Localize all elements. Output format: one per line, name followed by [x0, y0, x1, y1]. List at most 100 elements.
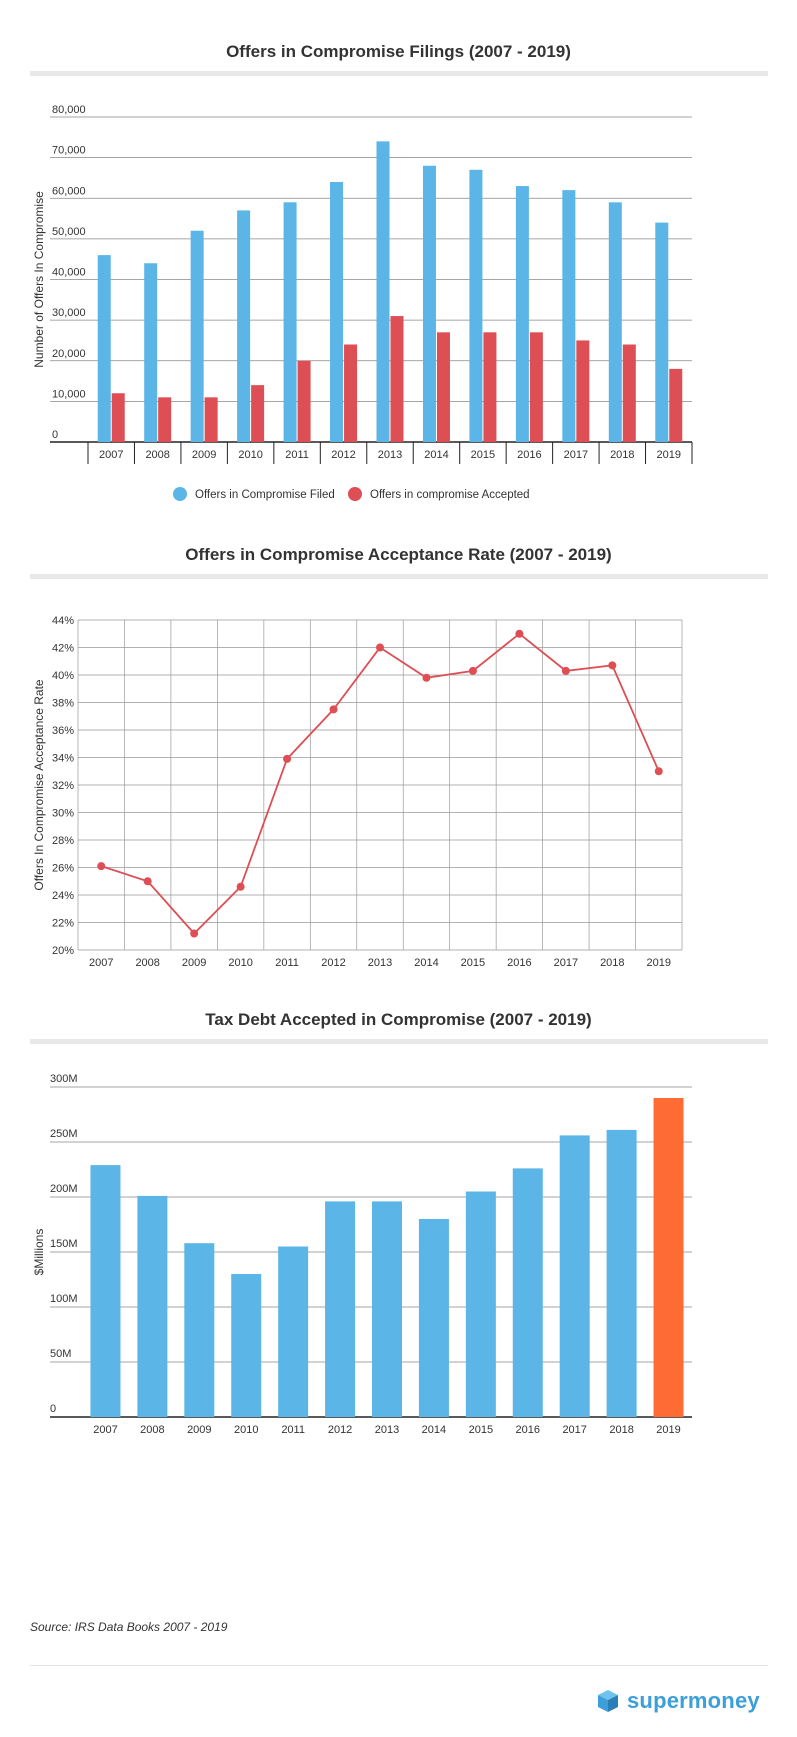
- chart2-data-point: [283, 754, 292, 763]
- chart3-bar: [278, 1246, 309, 1417]
- chart1-ytick-label: 0: [52, 429, 58, 441]
- chart1-legend-marker: [173, 487, 187, 501]
- chart3-xtick-label: 2012: [328, 1424, 352, 1436]
- chart2-ytick-label: 44%: [52, 615, 74, 627]
- chart3-title-rule: [30, 1039, 768, 1044]
- chart2-data-point: [329, 705, 338, 714]
- chart1-bar-filed: [608, 202, 622, 442]
- chart2-y-axis-label: Offers In Compromise Acceptance Rate: [32, 679, 46, 891]
- chart1-xtick-label: 2018: [610, 449, 634, 461]
- chart1-ytick-label: 30,000: [52, 307, 86, 319]
- chart2-ytick-label: 38%: [52, 698, 74, 710]
- chart3-ytick-label: 100M: [50, 1293, 78, 1305]
- chart1-xtick-label: 2009: [192, 449, 216, 461]
- chart2-data-point: [236, 882, 245, 891]
- chart1-bar-filed: [190, 230, 204, 442]
- chart2-ytick-label: 26%: [52, 863, 74, 875]
- acceptance-rate-line-chart: 20% 22% 24% 26% 28% 30% 32% 34% 36% 38% 40% 42% 44% O…: [32, 615, 683, 969]
- chart1-bar-filed: [562, 190, 576, 442]
- footer-divider: [30, 1665, 768, 1666]
- chart2-ytick-label: 34%: [52, 753, 74, 765]
- chart2-data-point: [561, 666, 570, 675]
- chart2-xtick-label: 2016: [507, 957, 531, 969]
- brand-name: supermoney: [627, 1688, 760, 1713]
- chart2-xtick-label: 2019: [647, 957, 671, 969]
- chart3-xtick-label: 2014: [422, 1424, 446, 1436]
- chart3-bar: [325, 1201, 356, 1417]
- chart3-xtick-label: 2011: [281, 1424, 305, 1436]
- chart1-ytick-label: 40,000: [52, 267, 86, 279]
- chart1-xtick-label: 2014: [424, 449, 448, 461]
- chart1-bar-filed: [97, 255, 111, 442]
- chart2-data-point: [468, 666, 477, 675]
- chart3-bar: [418, 1219, 449, 1417]
- filings-bar-chart: 0 10,000 20,000 30,000 40,000 50,000 60,000 70,…: [32, 104, 693, 501]
- chart3-xtick-label: 2018: [609, 1424, 633, 1436]
- chart3-title: Tax Debt Accepted in Compromise (2007 - …: [205, 1010, 592, 1029]
- chart1-bar-filed: [330, 182, 344, 442]
- chart1-bar-accepted: [204, 397, 218, 442]
- chart2-ytick-label: 30%: [52, 808, 74, 820]
- chart1-bar-accepted: [158, 397, 172, 442]
- chart1-title: Offers in Compromise Filings (2007 - 201…: [226, 42, 571, 61]
- chart3-bar-highlighted: [653, 1098, 684, 1417]
- chart1-ytick-label: 60,000: [52, 185, 86, 197]
- chart3-xtick-label: 2015: [469, 1424, 493, 1436]
- chart1-legend-label: Offers in Compromise Filed: [195, 489, 335, 501]
- chart1-bar-accepted: [436, 332, 450, 442]
- chart1-legend-label: Offers in compromise Accepted: [370, 489, 530, 501]
- chart2-xtick-label: 2014: [414, 957, 438, 969]
- chart3-bar: [137, 1195, 168, 1417]
- chart2-series-line: [100, 632, 660, 935]
- chart2-data-point: [422, 673, 431, 682]
- chart3-xtick-label: 2010: [234, 1424, 258, 1436]
- chart2-data-point: [190, 929, 199, 938]
- chart2-data-point: [608, 661, 617, 670]
- chart1-bar-accepted: [344, 344, 358, 442]
- chart2-ytick-label: 42%: [52, 643, 74, 655]
- chart2-xtick-label: 2007: [89, 957, 113, 969]
- chart2-title-rule: [30, 574, 768, 579]
- chart3-xtick-label: 2013: [375, 1424, 399, 1436]
- chart1-xtick-label: 2013: [378, 449, 402, 461]
- chart1-bar-filed: [655, 222, 669, 442]
- chart3-bar: [184, 1243, 215, 1417]
- chart2-xtick-label: 2017: [554, 957, 578, 969]
- chart3-xtick-label: 2009: [187, 1424, 211, 1436]
- chart3-bar: [512, 1168, 543, 1417]
- chart1-bar-filed: [469, 169, 483, 442]
- chart1-bar-filed: [237, 210, 251, 442]
- chart3-xtick-label: 2007: [93, 1424, 117, 1436]
- chart3-y-axis-label: $Millions: [32, 1229, 46, 1276]
- chart2-ytick-label: 32%: [52, 780, 74, 792]
- chart1-bar-accepted: [251, 385, 265, 442]
- chart3-bar: [231, 1274, 262, 1417]
- chart2-ytick-label: 36%: [52, 725, 74, 737]
- tax-debt-bar-chart: 0 50M 100M 150M 200M 250M 300M $Millions 2007 200…: [32, 1073, 692, 1436]
- chart2-ytick-label: 22%: [52, 918, 74, 930]
- chart1-bar-accepted: [297, 360, 311, 442]
- chart2-data-point: [97, 862, 106, 871]
- chart1-bar-filed: [515, 186, 529, 442]
- chart2-xtick-label: 2010: [228, 957, 252, 969]
- chart1-legend-marker: [348, 487, 362, 501]
- chart2-xtick-label: 2013: [368, 957, 392, 969]
- chart3-bar: [559, 1135, 590, 1417]
- chart2-title: Offers in Compromise Acceptance Rate (20…: [185, 545, 612, 564]
- chart3-bar: [606, 1129, 637, 1417]
- chart1-xtick-label: 2012: [331, 449, 355, 461]
- chart1-bar-accepted: [111, 393, 125, 442]
- chart1-bar-accepted: [529, 332, 543, 442]
- supermoney-logo[interactable]: supermoney: [595, 1688, 760, 1714]
- chart1-xtick-label: 2011: [285, 449, 309, 461]
- chart2-xtick-label: 2011: [275, 957, 299, 969]
- chart1-xtick-label: 2007: [99, 449, 123, 461]
- chart1-bar-accepted: [576, 340, 590, 442]
- chart2-xtick-label: 2009: [182, 957, 206, 969]
- chart1-title-rule: [30, 71, 768, 76]
- chart3-bar: [372, 1201, 402, 1417]
- chart3-ytick-label: 0: [50, 1403, 56, 1415]
- chart3-bar: [465, 1191, 496, 1417]
- chart2-data-point: [376, 643, 384, 652]
- chart2-data-point: [143, 877, 152, 886]
